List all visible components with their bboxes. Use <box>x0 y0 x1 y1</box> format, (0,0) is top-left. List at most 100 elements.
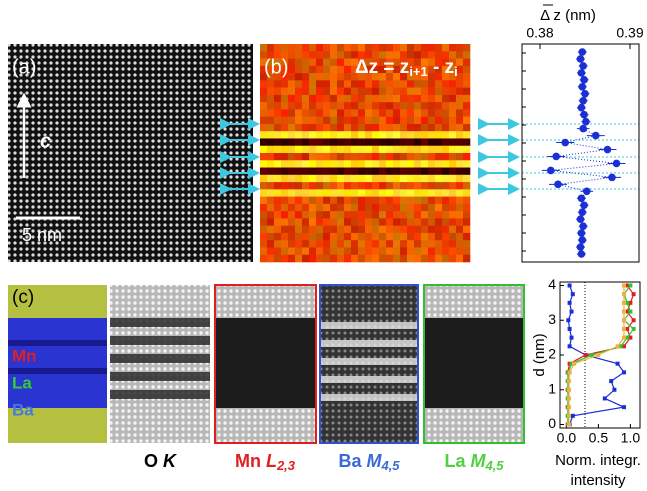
heat-cell <box>288 153 295 161</box>
point <box>580 201 588 209</box>
heat-cell <box>456 247 463 255</box>
heat-cell <box>463 138 470 146</box>
heat-cell <box>302 59 309 67</box>
heat-cell <box>449 233 456 241</box>
heat-cell <box>372 44 379 52</box>
heat-cell <box>421 153 428 161</box>
heat-cell <box>337 138 344 146</box>
heat-cell <box>302 240 309 248</box>
heat-cell <box>379 44 386 52</box>
heat-cell <box>337 88 344 96</box>
heat-cell <box>414 175 421 183</box>
heat-cell <box>267 146 274 154</box>
heat-cell <box>267 80 274 88</box>
heat-cell <box>379 80 386 88</box>
heat-cell <box>435 240 442 248</box>
heat-cell <box>386 247 393 255</box>
heat-cell <box>463 182 470 190</box>
heat-cell <box>386 211 393 219</box>
heat-cell <box>309 59 316 67</box>
heat-cell <box>281 247 288 255</box>
heat-cell <box>316 218 323 226</box>
heat-cell <box>365 124 372 132</box>
heat-cell <box>400 131 407 139</box>
heat-cell <box>442 102 449 110</box>
heat-cell <box>330 109 337 117</box>
heat-cell <box>372 240 379 248</box>
heat-cell <box>351 44 358 52</box>
heat-cell <box>379 247 386 255</box>
heat-cell <box>267 218 274 226</box>
heat-cell <box>351 233 358 241</box>
series-point <box>632 327 636 331</box>
heat-cell <box>316 80 323 88</box>
heat-cell <box>400 218 407 226</box>
heat-cell <box>309 204 316 212</box>
heat-cell <box>274 204 281 212</box>
heat-cell <box>421 168 428 176</box>
heat-cell <box>281 182 288 190</box>
heat-cell <box>379 146 386 154</box>
heat-cell <box>435 124 442 132</box>
heat-cell <box>449 88 456 96</box>
heat-cell <box>442 182 449 190</box>
heat-cell <box>267 240 274 248</box>
heat-cell <box>372 80 379 88</box>
heat-cell <box>456 204 463 212</box>
heat-cell <box>463 153 470 161</box>
heat-cell <box>358 88 365 96</box>
heat-cell <box>295 146 302 154</box>
heat-cell <box>295 80 302 88</box>
heat-cell <box>386 160 393 168</box>
caption-part: O <box>144 451 163 471</box>
heat-cell <box>351 153 358 161</box>
ok-band <box>110 354 210 363</box>
heat-cell <box>316 233 323 241</box>
heat-cell <box>309 51 316 59</box>
heat-cell <box>344 117 351 125</box>
heat-cell <box>260 247 267 255</box>
heat-cell <box>372 204 379 212</box>
heat-cell <box>323 160 330 168</box>
heat-cell <box>281 197 288 205</box>
heat-cell <box>288 189 295 197</box>
heat-cell <box>456 138 463 146</box>
heat-cell <box>288 240 295 248</box>
heat-cell <box>435 255 442 263</box>
heat-cell <box>274 218 281 226</box>
heat-cell <box>365 168 372 176</box>
heat-cell <box>267 88 274 96</box>
heat-cell <box>274 138 281 146</box>
heat-cell <box>386 80 393 88</box>
heat-cell <box>309 233 316 241</box>
heat-cell <box>330 240 337 248</box>
heat-cell <box>456 175 463 183</box>
heat-cell <box>351 226 358 234</box>
heat-cell <box>267 153 274 161</box>
series-point <box>566 318 570 322</box>
heat-cell <box>330 95 337 103</box>
heat-cell <box>309 189 316 197</box>
heat-cell <box>323 51 330 59</box>
caption-part: Mn <box>235 451 266 471</box>
heat-cell <box>344 80 351 88</box>
heat-cell <box>344 131 351 139</box>
heat-cell <box>337 211 344 219</box>
heat-cell <box>442 146 449 154</box>
heat-cell <box>379 95 386 103</box>
heat-cell <box>281 109 288 117</box>
heat-cell <box>407 218 414 226</box>
heat-cell <box>414 182 421 190</box>
heat-cell <box>449 226 456 234</box>
series-point <box>622 370 626 374</box>
heat-cell <box>414 197 421 205</box>
heat-cell <box>295 51 302 59</box>
heat-cell <box>421 240 428 248</box>
heat-cell <box>449 197 456 205</box>
heat-cell <box>379 168 386 176</box>
heat-cell <box>267 182 274 190</box>
heat-cell <box>463 73 470 81</box>
caption-part: La <box>444 451 470 471</box>
heat-cell <box>449 102 456 110</box>
point <box>577 55 585 63</box>
